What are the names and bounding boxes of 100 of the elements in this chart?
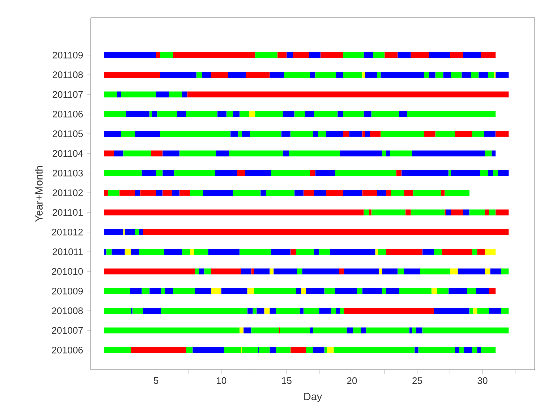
bar: [177, 111, 186, 118]
bar: [365, 72, 377, 78]
bar: [501, 308, 509, 314]
bar: [202, 72, 212, 78]
bar: [412, 150, 486, 157]
bar: [276, 347, 291, 354]
bar: [446, 210, 452, 216]
bar: [117, 92, 122, 98]
bar: [248, 308, 253, 314]
y-tick-label: 201006: [52, 346, 84, 354]
bar: [142, 170, 156, 176]
bar: [488, 170, 494, 176]
bar: [398, 52, 411, 58]
y-tick-label: 201012: [52, 228, 83, 236]
x-tick-label: 15: [282, 378, 292, 384]
bar: [114, 150, 124, 157]
bar: [162, 288, 166, 294]
bar: [237, 170, 246, 176]
bar: [407, 111, 496, 118]
bar: [335, 170, 397, 176]
bar: [294, 190, 304, 196]
bar: [169, 92, 182, 98]
y-tick-label: 201108: [52, 72, 84, 78]
bar: [386, 288, 400, 294]
bar: [470, 210, 486, 216]
bar: [463, 210, 470, 216]
y-tick-label: 201008: [52, 308, 84, 314]
bar: [252, 268, 254, 275]
bar: [150, 111, 152, 118]
x-axis-title: Day: [304, 393, 322, 403]
bar: [188, 92, 509, 98]
bar: [382, 288, 386, 294]
y-tick-label: 201102: [52, 190, 83, 196]
bar: [124, 150, 152, 157]
bar: [270, 308, 276, 314]
bar: [338, 111, 344, 118]
bar: [270, 347, 276, 354]
bar: [165, 288, 174, 294]
bar: [158, 111, 178, 118]
bar: [305, 111, 314, 118]
y-tick-label: 201106: [52, 110, 84, 118]
bar: [316, 72, 337, 78]
x-tick-label: 10: [217, 378, 226, 384]
bar: [150, 288, 162, 294]
bar: [270, 72, 284, 78]
bar: [402, 170, 449, 176]
bar: [471, 72, 479, 78]
bar: [172, 190, 180, 196]
bar: [414, 347, 419, 354]
bar: [274, 268, 298, 275]
bar: [104, 111, 126, 118]
y-tick-label: 201107: [52, 91, 83, 98]
x-tick-label: 25: [412, 378, 422, 384]
bar: [240, 111, 250, 118]
bar: [241, 268, 252, 275]
bar: [256, 52, 278, 58]
bar: [162, 190, 172, 196]
y-tick-label: 201011: [52, 248, 83, 256]
bar: [104, 288, 130, 294]
bar: [306, 288, 325, 294]
y-tick-label: 201104: [52, 150, 84, 158]
bar: [245, 170, 272, 176]
bar: [470, 308, 474, 314]
y-axis-title: Year+Month: [35, 166, 43, 222]
bar: [182, 92, 188, 98]
bar: [156, 92, 170, 98]
bar: [451, 170, 480, 176]
bar: [143, 308, 162, 314]
bar: [104, 328, 240, 334]
bar: [215, 170, 238, 176]
bar: [472, 347, 478, 354]
bar: [318, 131, 326, 137]
bar: [162, 308, 248, 314]
y-tick-label: 201009: [52, 288, 84, 295]
bar: [121, 92, 156, 98]
bar: [314, 249, 320, 255]
bar: [142, 288, 150, 294]
bar: [104, 347, 132, 354]
bar: [246, 72, 270, 78]
bar: [192, 347, 224, 354]
y-tick-label: 201101: [52, 209, 83, 216]
bar: [414, 190, 441, 196]
bar: [282, 111, 295, 118]
bar: [152, 111, 158, 118]
bar: [501, 268, 509, 275]
bar: [434, 249, 442, 255]
y-tick-label: 201007: [52, 327, 83, 334]
bar: [320, 308, 332, 314]
bar: [297, 268, 303, 275]
bar: [276, 308, 300, 314]
x-tick-label: 30: [478, 378, 488, 384]
bar: [444, 72, 452, 78]
bar: [436, 72, 444, 78]
bar: [254, 268, 270, 275]
bar: [382, 268, 398, 275]
bar: [382, 150, 386, 157]
bar: [416, 328, 423, 334]
bar: [156, 170, 163, 176]
x-tick-label: 20: [347, 378, 358, 384]
bar: [233, 190, 261, 196]
